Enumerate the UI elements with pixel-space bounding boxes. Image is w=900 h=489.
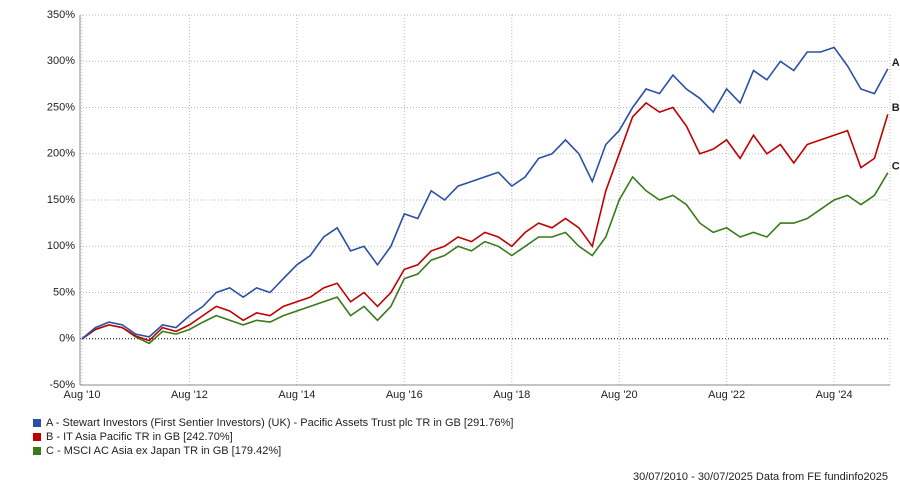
x-tick-label: Aug '16 bbox=[386, 389, 423, 401]
x-tick-label: Aug '18 bbox=[493, 389, 530, 401]
x-tick-label: Aug '20 bbox=[601, 389, 638, 401]
legend-label: B - IT Asia Pacific TR in GB [242.70%] bbox=[46, 431, 233, 443]
legend-swatch bbox=[33, 433, 41, 441]
legend-label: A - Stewart Investors (First Sentier Inv… bbox=[46, 417, 513, 429]
x-tick-label: Aug '10 bbox=[64, 389, 101, 401]
end-label: A bbox=[892, 57, 900, 69]
x-tick-label: Aug '14 bbox=[278, 389, 315, 401]
y-tick-label: 350% bbox=[47, 9, 75, 21]
y-tick-label: 300% bbox=[47, 55, 75, 67]
footer: 30/07/2010 - 30/07/2025 Data from FE fun… bbox=[633, 471, 888, 483]
y-tick-label: 0% bbox=[59, 333, 75, 345]
series-line bbox=[81, 101, 889, 342]
y-tick-label: 50% bbox=[53, 286, 75, 298]
end-label: B bbox=[892, 102, 900, 114]
y-tick-label: 250% bbox=[47, 101, 75, 113]
x-tick-label: Aug '24 bbox=[816, 389, 853, 401]
y-tick-label: 150% bbox=[47, 194, 75, 206]
y-tick-label: 100% bbox=[47, 240, 75, 252]
x-tick-label: Aug '22 bbox=[708, 389, 745, 401]
y-tick-label: -50% bbox=[49, 379, 75, 391]
end-label: C bbox=[892, 161, 900, 173]
x-tick-label: Aug '12 bbox=[171, 389, 208, 401]
y-tick-label: 200% bbox=[47, 148, 75, 160]
series-line bbox=[81, 172, 889, 345]
legend-swatch bbox=[33, 447, 41, 455]
series-line bbox=[81, 46, 889, 340]
legend-swatch bbox=[33, 419, 41, 427]
legend-label: C - MSCI AC Asia ex Japan TR in GB [179.… bbox=[46, 445, 281, 457]
